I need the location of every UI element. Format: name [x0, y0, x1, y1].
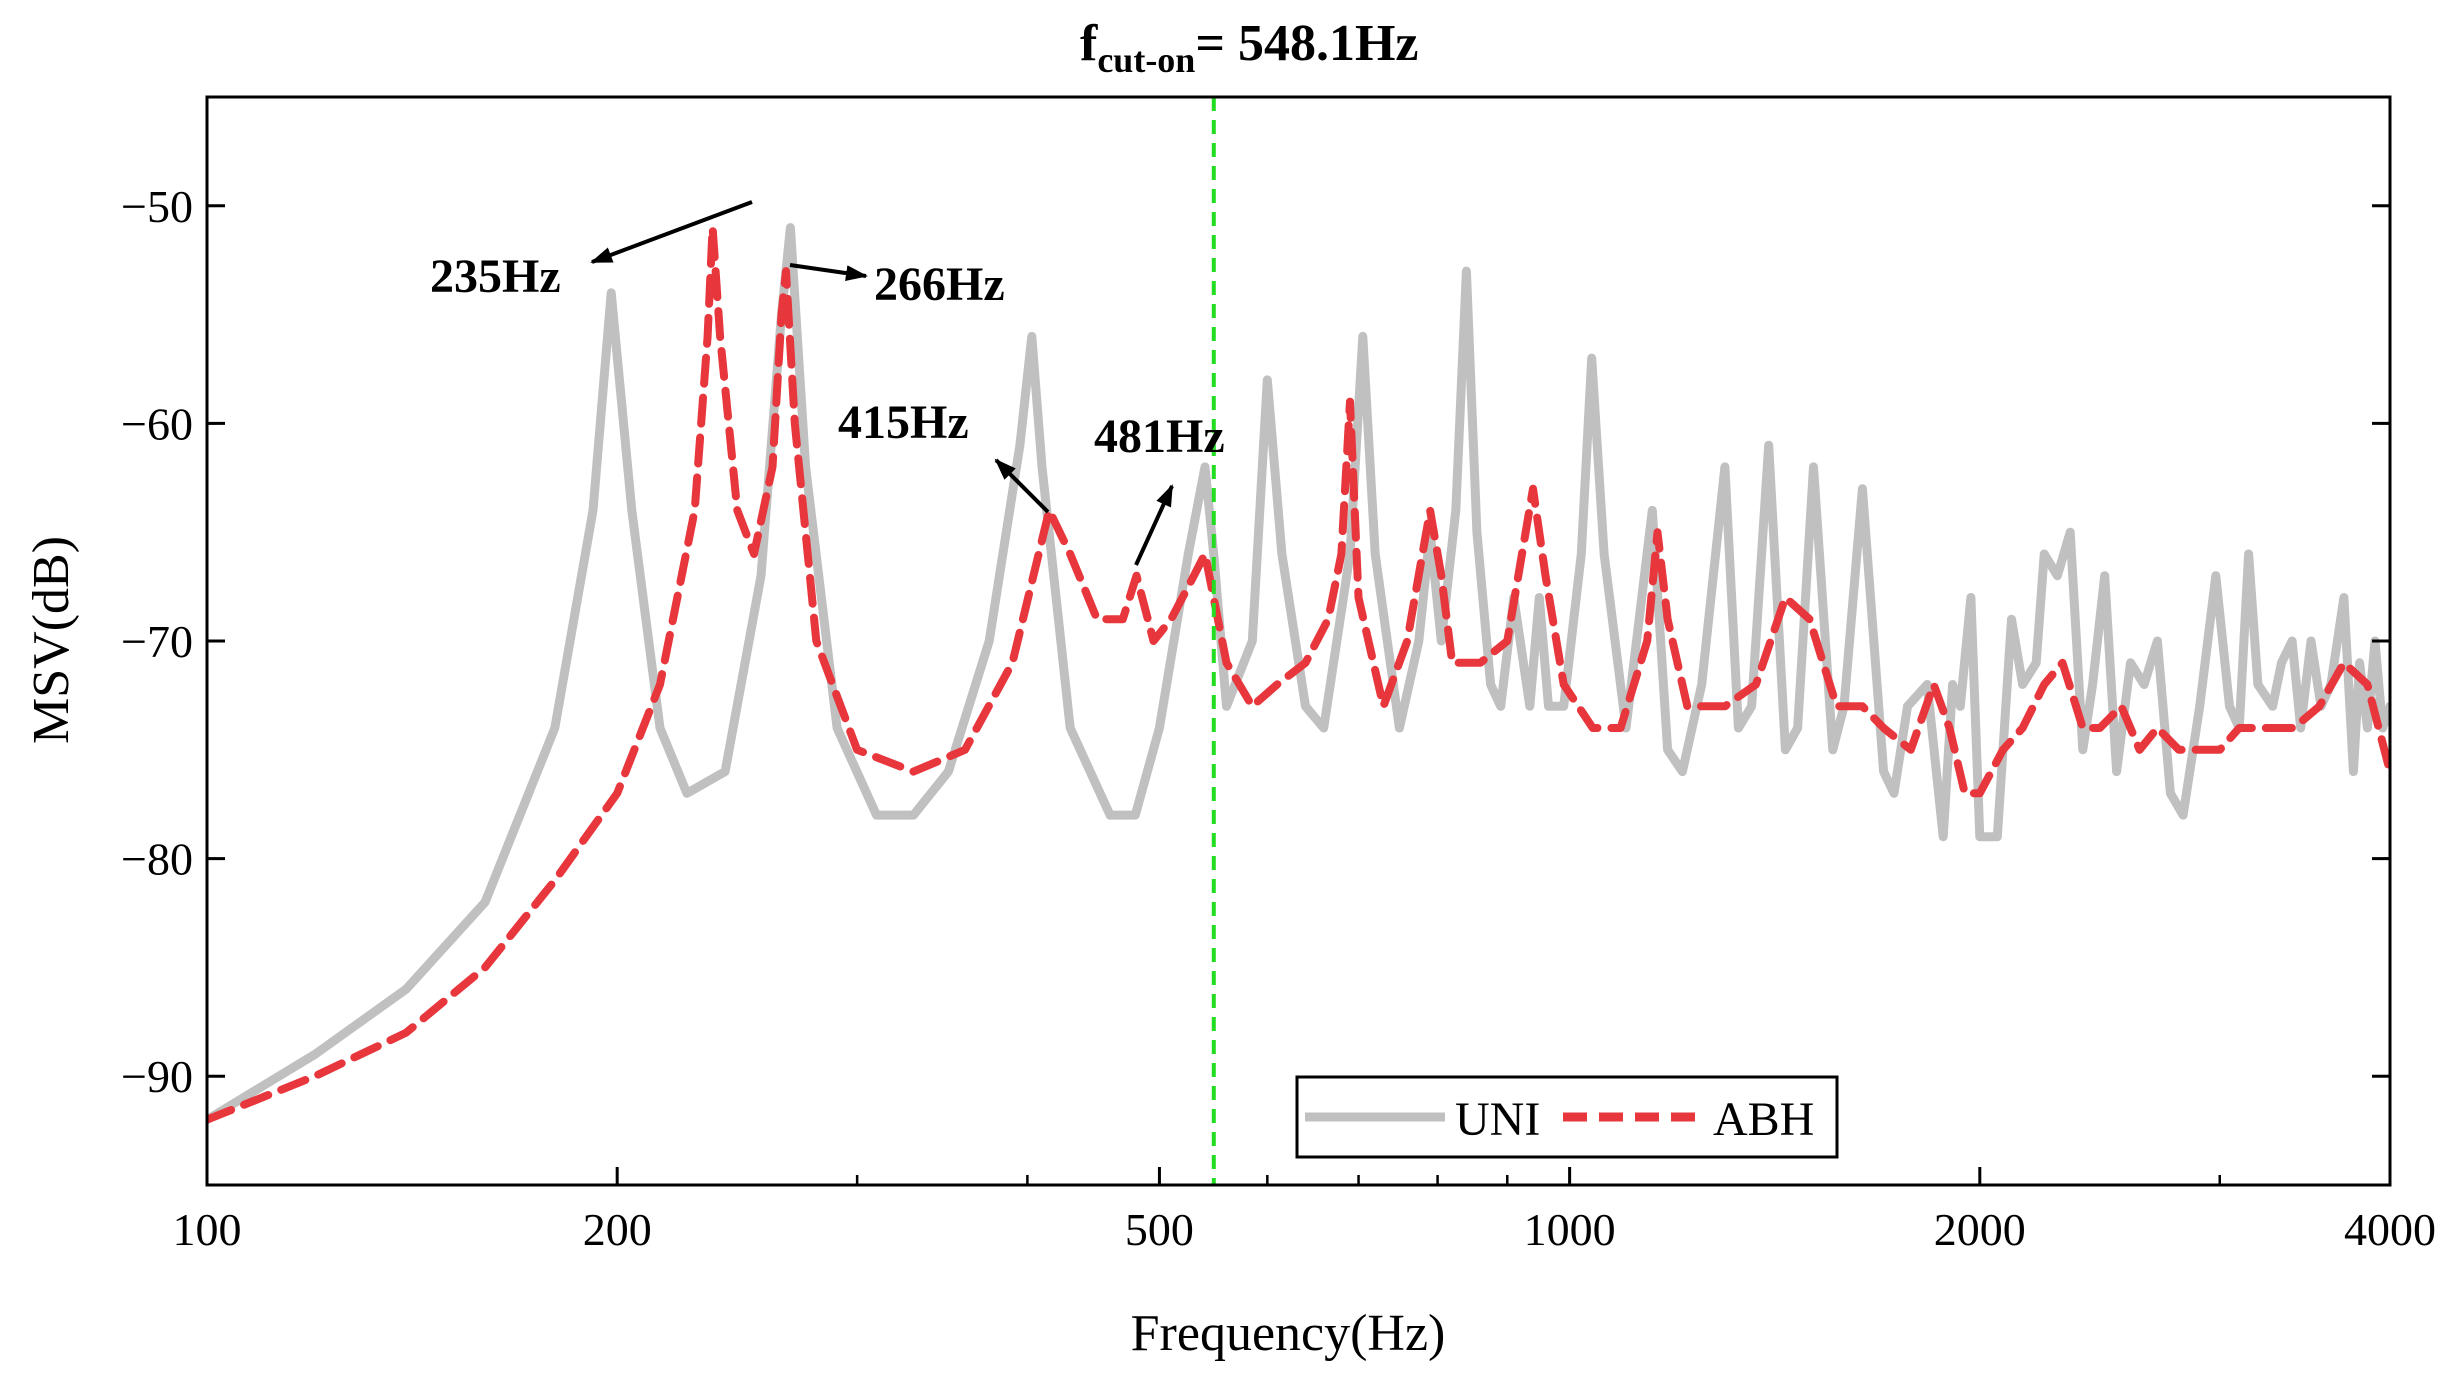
annotations: 235Hz 266Hz 415Hz 481Hz — [430, 200, 1225, 566]
legend-uni-label: UNI — [1455, 1093, 1540, 1146]
y-tick-label: −90 — [121, 1051, 193, 1102]
y-tick-label: −80 — [121, 834, 193, 885]
legend-abh-label: ABH — [1713, 1093, 1814, 1146]
x-axis-title: Frequency(Hz) — [1131, 1305, 1446, 1362]
annotation-label: 266Hz — [874, 258, 1005, 311]
annotation-label: 235Hz — [430, 250, 561, 303]
title-main: f — [1080, 15, 1098, 72]
annotation-arrow — [590, 200, 753, 264]
legend: UNI ABH — [1295, 1075, 1839, 1159]
y-axis-title: MSV(dB) — [23, 536, 80, 744]
annotation-arrow — [994, 458, 1050, 514]
series-line-uni — [207, 223, 2390, 1125]
x-tick-label: 2000 — [1934, 1204, 2026, 1255]
y-tick-label: −60 — [121, 398, 193, 449]
x-tick-label: 1000 — [1524, 1204, 1616, 1255]
y-tick-label: −70 — [121, 616, 193, 667]
x-tick-label: 200 — [583, 1204, 652, 1255]
x-tick-label: 100 — [173, 1204, 242, 1255]
x-tick-label: 500 — [1125, 1204, 1194, 1255]
title-subscript: cut-on — [1097, 40, 1195, 80]
title-rest: = 548.1Hz — [1195, 15, 1418, 72]
annotation-arrow — [1134, 484, 1174, 566]
series-line-abh — [207, 223, 2390, 1124]
chart-title: fcut-on= 548.1Hz — [1080, 15, 1419, 80]
series-group — [207, 97, 2390, 1185]
annotation-label: 481Hz — [1094, 410, 1225, 463]
axes-group: 100 200 500 1000 2000 4000 −50 −60 −70 −80 −90 — [121, 95, 2436, 1255]
x-tick-label: 4000 — [2344, 1204, 2436, 1255]
y-tick-label: −50 — [121, 181, 193, 232]
annotation-label: 415Hz — [838, 396, 969, 449]
annotation-arrow — [789, 263, 868, 282]
